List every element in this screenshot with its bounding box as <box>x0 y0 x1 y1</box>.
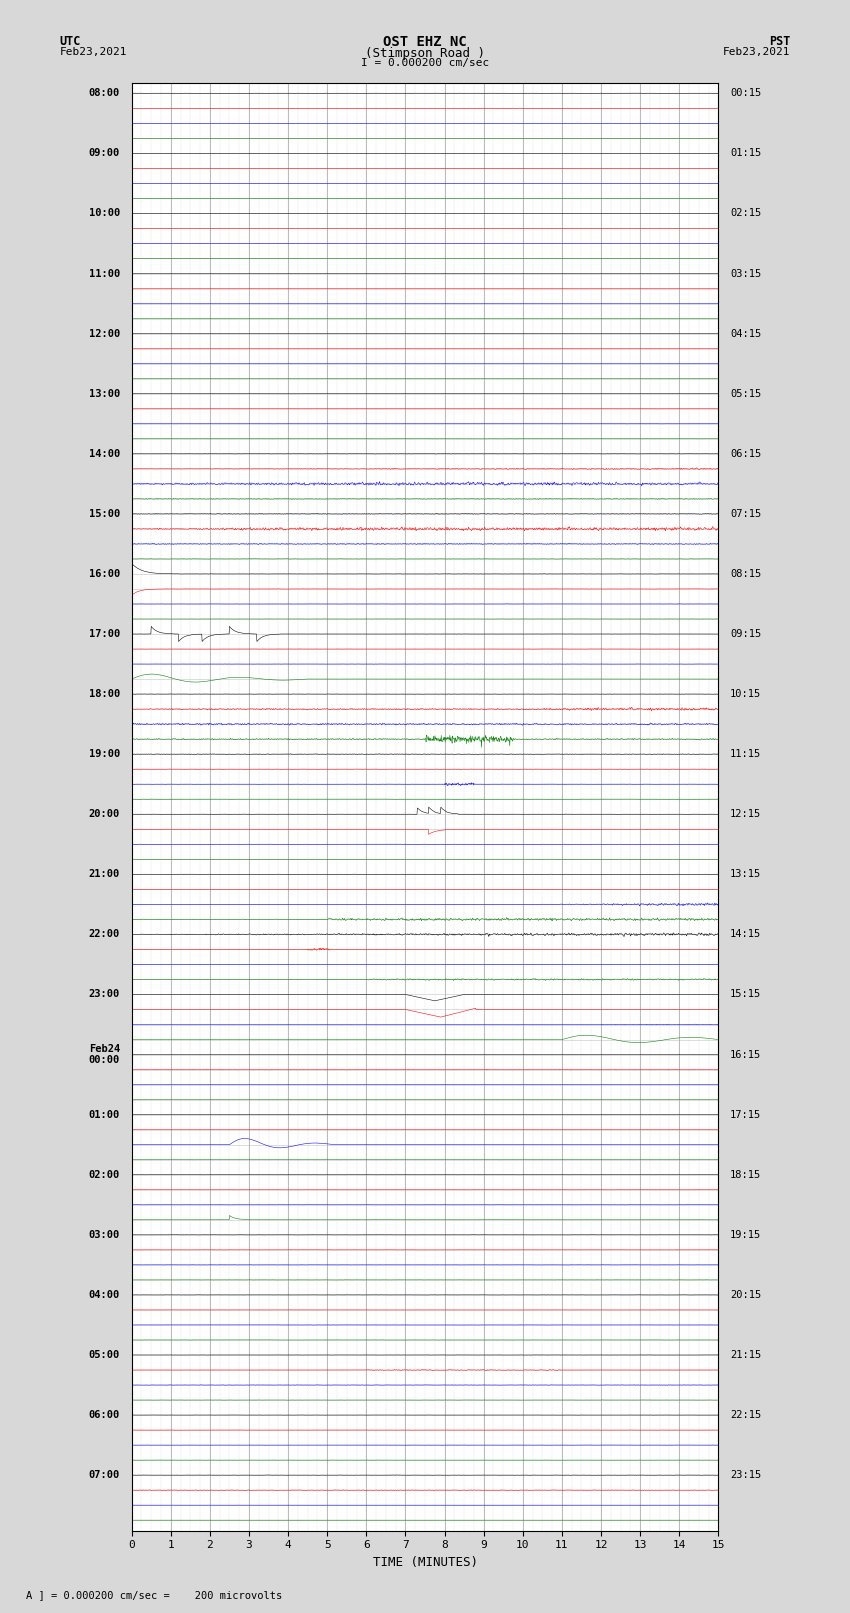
Text: 22:00: 22:00 <box>88 929 120 939</box>
Text: 19:15: 19:15 <box>730 1229 762 1240</box>
Text: 13:00: 13:00 <box>88 389 120 398</box>
Text: Feb24
00:00: Feb24 00:00 <box>88 1044 120 1065</box>
Text: 05:00: 05:00 <box>88 1350 120 1360</box>
Text: 18:15: 18:15 <box>730 1169 762 1179</box>
Text: 09:00: 09:00 <box>88 148 120 158</box>
Text: 07:15: 07:15 <box>730 508 762 519</box>
Text: 16:15: 16:15 <box>730 1050 762 1060</box>
Text: 14:00: 14:00 <box>88 448 120 458</box>
Text: 02:00: 02:00 <box>88 1169 120 1179</box>
Text: 17:15: 17:15 <box>730 1110 762 1119</box>
Text: 12:15: 12:15 <box>730 810 762 819</box>
Text: 14:15: 14:15 <box>730 929 762 939</box>
Text: 15:00: 15:00 <box>88 508 120 519</box>
Text: 01:00: 01:00 <box>88 1110 120 1119</box>
Text: 15:15: 15:15 <box>730 989 762 1000</box>
Text: OST EHZ NC: OST EHZ NC <box>383 35 467 50</box>
Text: Feb23,2021: Feb23,2021 <box>723 47 791 56</box>
Text: Feb23,2021: Feb23,2021 <box>60 47 127 56</box>
Text: 22:15: 22:15 <box>730 1410 762 1419</box>
Text: 19:00: 19:00 <box>88 748 120 760</box>
Text: UTC: UTC <box>60 35 81 48</box>
Text: 23:15: 23:15 <box>730 1469 762 1481</box>
Text: 12:00: 12:00 <box>88 329 120 339</box>
Text: 04:00: 04:00 <box>88 1290 120 1300</box>
Text: A ] = 0.000200 cm/sec =    200 microvolts: A ] = 0.000200 cm/sec = 200 microvolts <box>26 1590 281 1600</box>
Text: 20:00: 20:00 <box>88 810 120 819</box>
Text: 06:00: 06:00 <box>88 1410 120 1419</box>
Text: 21:15: 21:15 <box>730 1350 762 1360</box>
Text: 07:00: 07:00 <box>88 1469 120 1481</box>
Text: 11:00: 11:00 <box>88 268 120 279</box>
Text: 08:00: 08:00 <box>88 89 120 98</box>
Text: 18:00: 18:00 <box>88 689 120 698</box>
Text: 16:00: 16:00 <box>88 569 120 579</box>
Text: I = 0.000200 cm/sec: I = 0.000200 cm/sec <box>361 58 489 68</box>
Text: 03:00: 03:00 <box>88 1229 120 1240</box>
Text: 03:15: 03:15 <box>730 268 762 279</box>
Text: 06:15: 06:15 <box>730 448 762 458</box>
Text: 13:15: 13:15 <box>730 869 762 879</box>
Text: 01:15: 01:15 <box>730 148 762 158</box>
Text: 02:15: 02:15 <box>730 208 762 218</box>
Text: 08:15: 08:15 <box>730 569 762 579</box>
Text: 20:15: 20:15 <box>730 1290 762 1300</box>
Text: 00:15: 00:15 <box>730 89 762 98</box>
Text: PST: PST <box>769 35 790 48</box>
Text: 10:00: 10:00 <box>88 208 120 218</box>
Text: 11:15: 11:15 <box>730 748 762 760</box>
Text: 17:00: 17:00 <box>88 629 120 639</box>
Text: 04:15: 04:15 <box>730 329 762 339</box>
X-axis label: TIME (MINUTES): TIME (MINUTES) <box>372 1557 478 1569</box>
Text: (Stimpson Road ): (Stimpson Road ) <box>365 47 485 60</box>
Text: 21:00: 21:00 <box>88 869 120 879</box>
Text: 09:15: 09:15 <box>730 629 762 639</box>
Text: 10:15: 10:15 <box>730 689 762 698</box>
Text: 05:15: 05:15 <box>730 389 762 398</box>
Text: 23:00: 23:00 <box>88 989 120 1000</box>
